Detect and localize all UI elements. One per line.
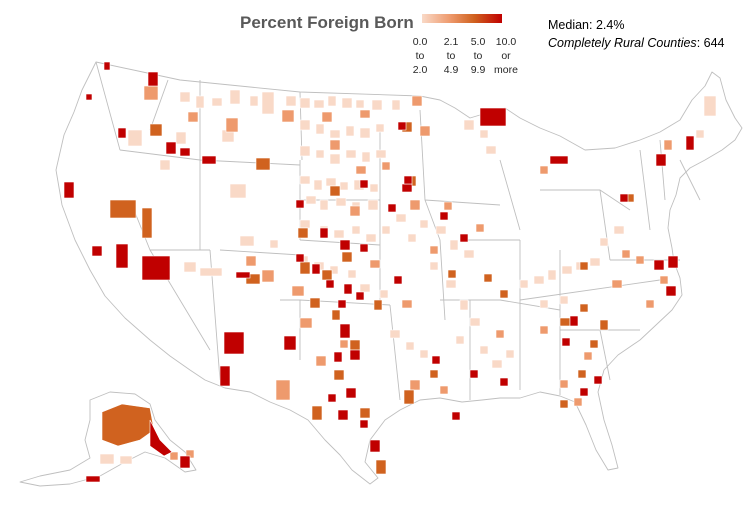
counties-10-plus xyxy=(63,61,695,483)
county-fills xyxy=(63,61,717,483)
median-value: 2.4% xyxy=(595,18,625,32)
alaska-borough-red xyxy=(149,419,173,457)
rural-value: 644 xyxy=(703,36,725,50)
us-outline xyxy=(55,61,743,485)
rural-stat: Completely Rural Counties: 644 xyxy=(548,36,725,50)
legend-bin-1: 0.0 to 2.0 xyxy=(412,36,428,76)
legend-bin-3: 5.0 to 9.9 xyxy=(470,36,486,76)
state-boundaries xyxy=(95,61,701,401)
alaska-outline xyxy=(19,391,197,487)
summary-stats: Median: 2.4% Completely Rural Counties: … xyxy=(548,16,725,52)
rural-label: Completely Rural Counties xyxy=(548,36,697,50)
counties-0-2 xyxy=(99,89,717,465)
alaska-borough-large xyxy=(101,403,155,447)
map-title: Percent Foreign Born xyxy=(240,13,414,32)
legend-bin-4: 10.0 or more xyxy=(494,36,518,76)
median-label: Median: xyxy=(548,18,593,32)
legend-bin-2: 2.1 to 4.9 xyxy=(443,36,459,76)
counties-5-9.9 xyxy=(109,121,635,475)
legend-gradient xyxy=(422,14,502,23)
median-stat: Median: 2.4% xyxy=(548,16,725,34)
counties-2-4.9 xyxy=(143,85,673,461)
